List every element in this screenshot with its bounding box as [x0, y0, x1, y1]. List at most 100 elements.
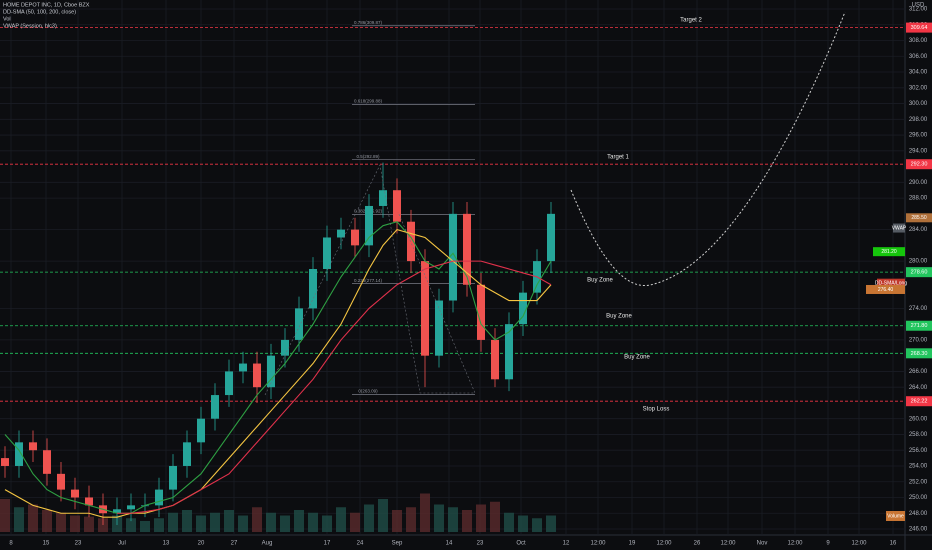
fib-label: 0(263.09) — [358, 389, 378, 394]
volume-bar — [56, 512, 66, 532]
volume-bar — [280, 515, 290, 532]
level-badge — [906, 159, 932, 170]
candle-body — [1, 458, 9, 466]
candle-body — [337, 229, 345, 238]
level-label: 268.30 — [911, 351, 928, 357]
level-badge — [906, 348, 932, 359]
x-tick-label: Sep — [392, 541, 403, 547]
x-tick-label: 24 — [357, 541, 364, 547]
indicator-label: VWAP (Session, hlc3) — [3, 23, 57, 29]
level-badge — [906, 267, 932, 278]
candle-body — [43, 450, 51, 474]
projection-path — [570, 11, 846, 287]
price-badge-label: 281.20 — [881, 249, 897, 255]
volume-bar — [546, 515, 556, 532]
y-tick-label: 300.00 — [909, 101, 928, 107]
volume-bar — [364, 504, 374, 532]
volume-bar — [28, 504, 38, 532]
volume-bar — [392, 510, 402, 532]
candle-body — [309, 269, 317, 309]
volume-bar — [98, 518, 108, 532]
candle-body — [281, 339, 289, 356]
level-label: 292.30 — [911, 162, 928, 168]
x-tick-label: 12 — [563, 541, 570, 547]
candle-body — [85, 497, 93, 506]
volume-badge — [886, 511, 905, 521]
level-label: 271.80 — [911, 323, 928, 329]
candle-body — [127, 505, 135, 510]
x-tick-label: 15 — [43, 541, 50, 547]
x-tick-label: 26 — [694, 541, 701, 547]
candle-body — [211, 395, 219, 419]
volume-bar — [224, 510, 234, 532]
y-tick-label: 254.00 — [909, 464, 928, 470]
indicator-label: Vol — [3, 16, 11, 22]
y-tick-label: 248.00 — [909, 511, 928, 517]
x-tick-label: 12:00 — [590, 541, 606, 547]
volume-bar — [350, 512, 360, 532]
volume-bar — [196, 515, 206, 532]
volume-bar — [84, 516, 94, 532]
candle-body — [505, 324, 513, 380]
volume-bar — [420, 493, 430, 532]
annotation: Stop Loss — [643, 407, 670, 413]
volume-bar — [336, 507, 346, 532]
level-label: 278.60 — [911, 270, 928, 276]
annotation: Buy Zone — [587, 278, 613, 284]
candle-body — [365, 205, 373, 246]
volume-bar — [168, 512, 178, 532]
x-tick-label: Nov — [757, 541, 768, 547]
volume-bar — [140, 521, 150, 532]
candle-body — [491, 339, 499, 380]
y-tick-label: 256.00 — [909, 448, 928, 454]
candle-body — [547, 213, 555, 262]
price-badge — [893, 223, 905, 233]
volume-bar — [126, 518, 136, 532]
x-tick-label: Jul — [118, 541, 126, 547]
candle-body — [71, 489, 79, 498]
price-badge-label: 285.50 — [911, 215, 927, 221]
candle-body — [477, 284, 485, 340]
candle-body — [183, 442, 191, 466]
candle-body — [449, 213, 457, 301]
y-tick-label: 294.00 — [909, 148, 928, 154]
x-tick-label: Aug — [262, 541, 273, 547]
candle-body — [463, 213, 471, 285]
ma-line — [117, 260, 552, 514]
candle-body — [393, 190, 401, 222]
ma-line — [4, 221, 552, 514]
candle-body — [253, 363, 261, 388]
volume-bar — [70, 515, 80, 532]
x-tick-label: 12:00 — [787, 541, 803, 547]
y-tick-label: 290.00 — [909, 180, 928, 186]
x-tick-label: 8 — [9, 541, 13, 547]
y-tick-label: 258.00 — [909, 432, 928, 438]
volume-bar — [518, 515, 528, 532]
level-label: 262.22 — [911, 399, 928, 405]
x-tick-label: 12:00 — [656, 541, 672, 547]
candle-body — [225, 371, 233, 396]
fib-pattern — [264, 164, 476, 396]
x-tick-label: 27 — [231, 541, 238, 547]
volume-bar — [42, 510, 52, 532]
y-tick-label: 270.00 — [909, 337, 928, 343]
y-tick-label: 306.00 — [909, 54, 928, 60]
volume-bar — [448, 507, 458, 532]
level-badge — [906, 320, 932, 331]
fib-label: 0.5(292.89) — [356, 154, 380, 159]
volume-bar — [462, 510, 472, 532]
y-tick-label: 312.00 — [909, 7, 928, 13]
price-badge — [906, 213, 932, 223]
volume-bar — [434, 504, 444, 532]
level-badge — [906, 396, 932, 407]
y-tick-label: 284.00 — [909, 227, 928, 233]
candle-body — [421, 261, 429, 356]
x-tick-label: 12:00 — [720, 541, 736, 547]
volume-bar — [238, 515, 248, 532]
candle-body — [57, 473, 65, 490]
level-badge — [906, 22, 932, 33]
x-tick-label: 9 — [826, 541, 830, 547]
annotation: Buy Zone — [624, 355, 650, 361]
y-tick-label: 304.00 — [909, 70, 928, 76]
